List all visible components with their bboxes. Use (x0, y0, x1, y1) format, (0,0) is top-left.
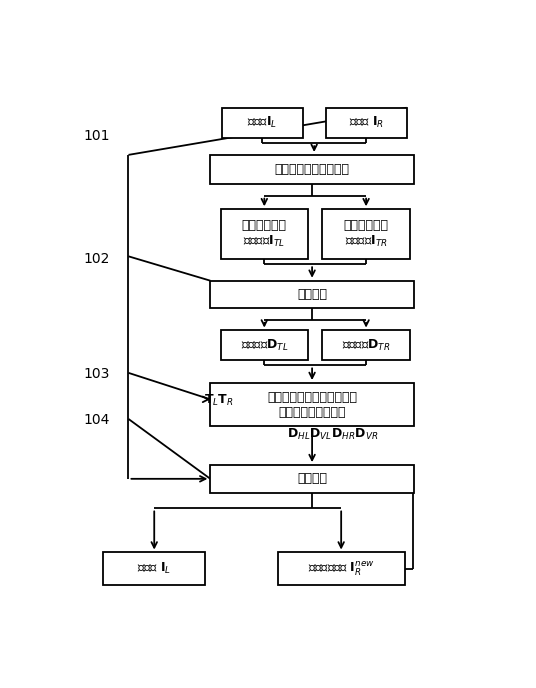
Text: 经过初始校正
的右视图$\mathbf{I}_{TR}$: 经过初始校正 的右视图$\mathbf{I}_{TR}$ (344, 219, 389, 249)
FancyBboxPatch shape (210, 383, 414, 427)
FancyBboxPatch shape (210, 155, 414, 184)
FancyBboxPatch shape (222, 108, 303, 138)
Text: 左视图 $\mathbf{I}_L$: 左视图 $\mathbf{I}_L$ (137, 561, 172, 577)
Text: 左视图$\mathbf{I}_L$: 左视图$\mathbf{I}_L$ (247, 116, 277, 130)
Text: 计算左视图和右视图的水平
视差图和垂直视差图: 计算左视图和右视图的水平 视差图和垂直视差图 (267, 391, 357, 419)
FancyBboxPatch shape (210, 465, 414, 493)
FancyBboxPatch shape (210, 281, 414, 308)
Text: $\mathbf{T}_L\mathbf{T}_R$: $\mathbf{T}_L\mathbf{T}_R$ (204, 393, 234, 408)
FancyBboxPatch shape (278, 552, 405, 585)
Text: 左视差图$\mathbf{D}_{TL}$: 左视差图$\mathbf{D}_{TL}$ (241, 338, 288, 353)
Text: 104: 104 (84, 413, 110, 427)
Text: 右视图 $\mathbf{I}_R$: 右视图 $\mathbf{I}_R$ (348, 116, 384, 130)
Text: 视点合成: 视点合成 (297, 473, 327, 485)
FancyBboxPatch shape (221, 330, 308, 360)
Text: 立体匹配: 立体匹配 (297, 288, 327, 301)
Text: $\mathbf{D}_{HL}\mathbf{D}_{VL}\mathbf{D}_{HR}\mathbf{D}_{VR}$: $\mathbf{D}_{HL}\mathbf{D}_{VL}\mathbf{D… (287, 427, 378, 442)
FancyBboxPatch shape (103, 552, 205, 585)
Text: 传统方式的外极线校正: 传统方式的外极线校正 (274, 163, 349, 176)
FancyBboxPatch shape (325, 108, 407, 138)
Text: 合成的右视图 $\mathbf{I}_R^{new}$: 合成的右视图 $\mathbf{I}_R^{new}$ (308, 560, 375, 578)
Text: 101: 101 (84, 129, 110, 142)
Text: 右视差图$\mathbf{D}_{TR}$: 右视差图$\mathbf{D}_{TR}$ (342, 338, 390, 353)
Text: 经过初始校正
的左视图$\mathbf{I}_{TL}$: 经过初始校正 的左视图$\mathbf{I}_{TL}$ (242, 219, 287, 249)
Text: 103: 103 (84, 367, 110, 381)
FancyBboxPatch shape (221, 209, 308, 259)
Text: 102: 102 (84, 252, 110, 266)
FancyBboxPatch shape (323, 209, 410, 259)
FancyBboxPatch shape (323, 330, 410, 360)
